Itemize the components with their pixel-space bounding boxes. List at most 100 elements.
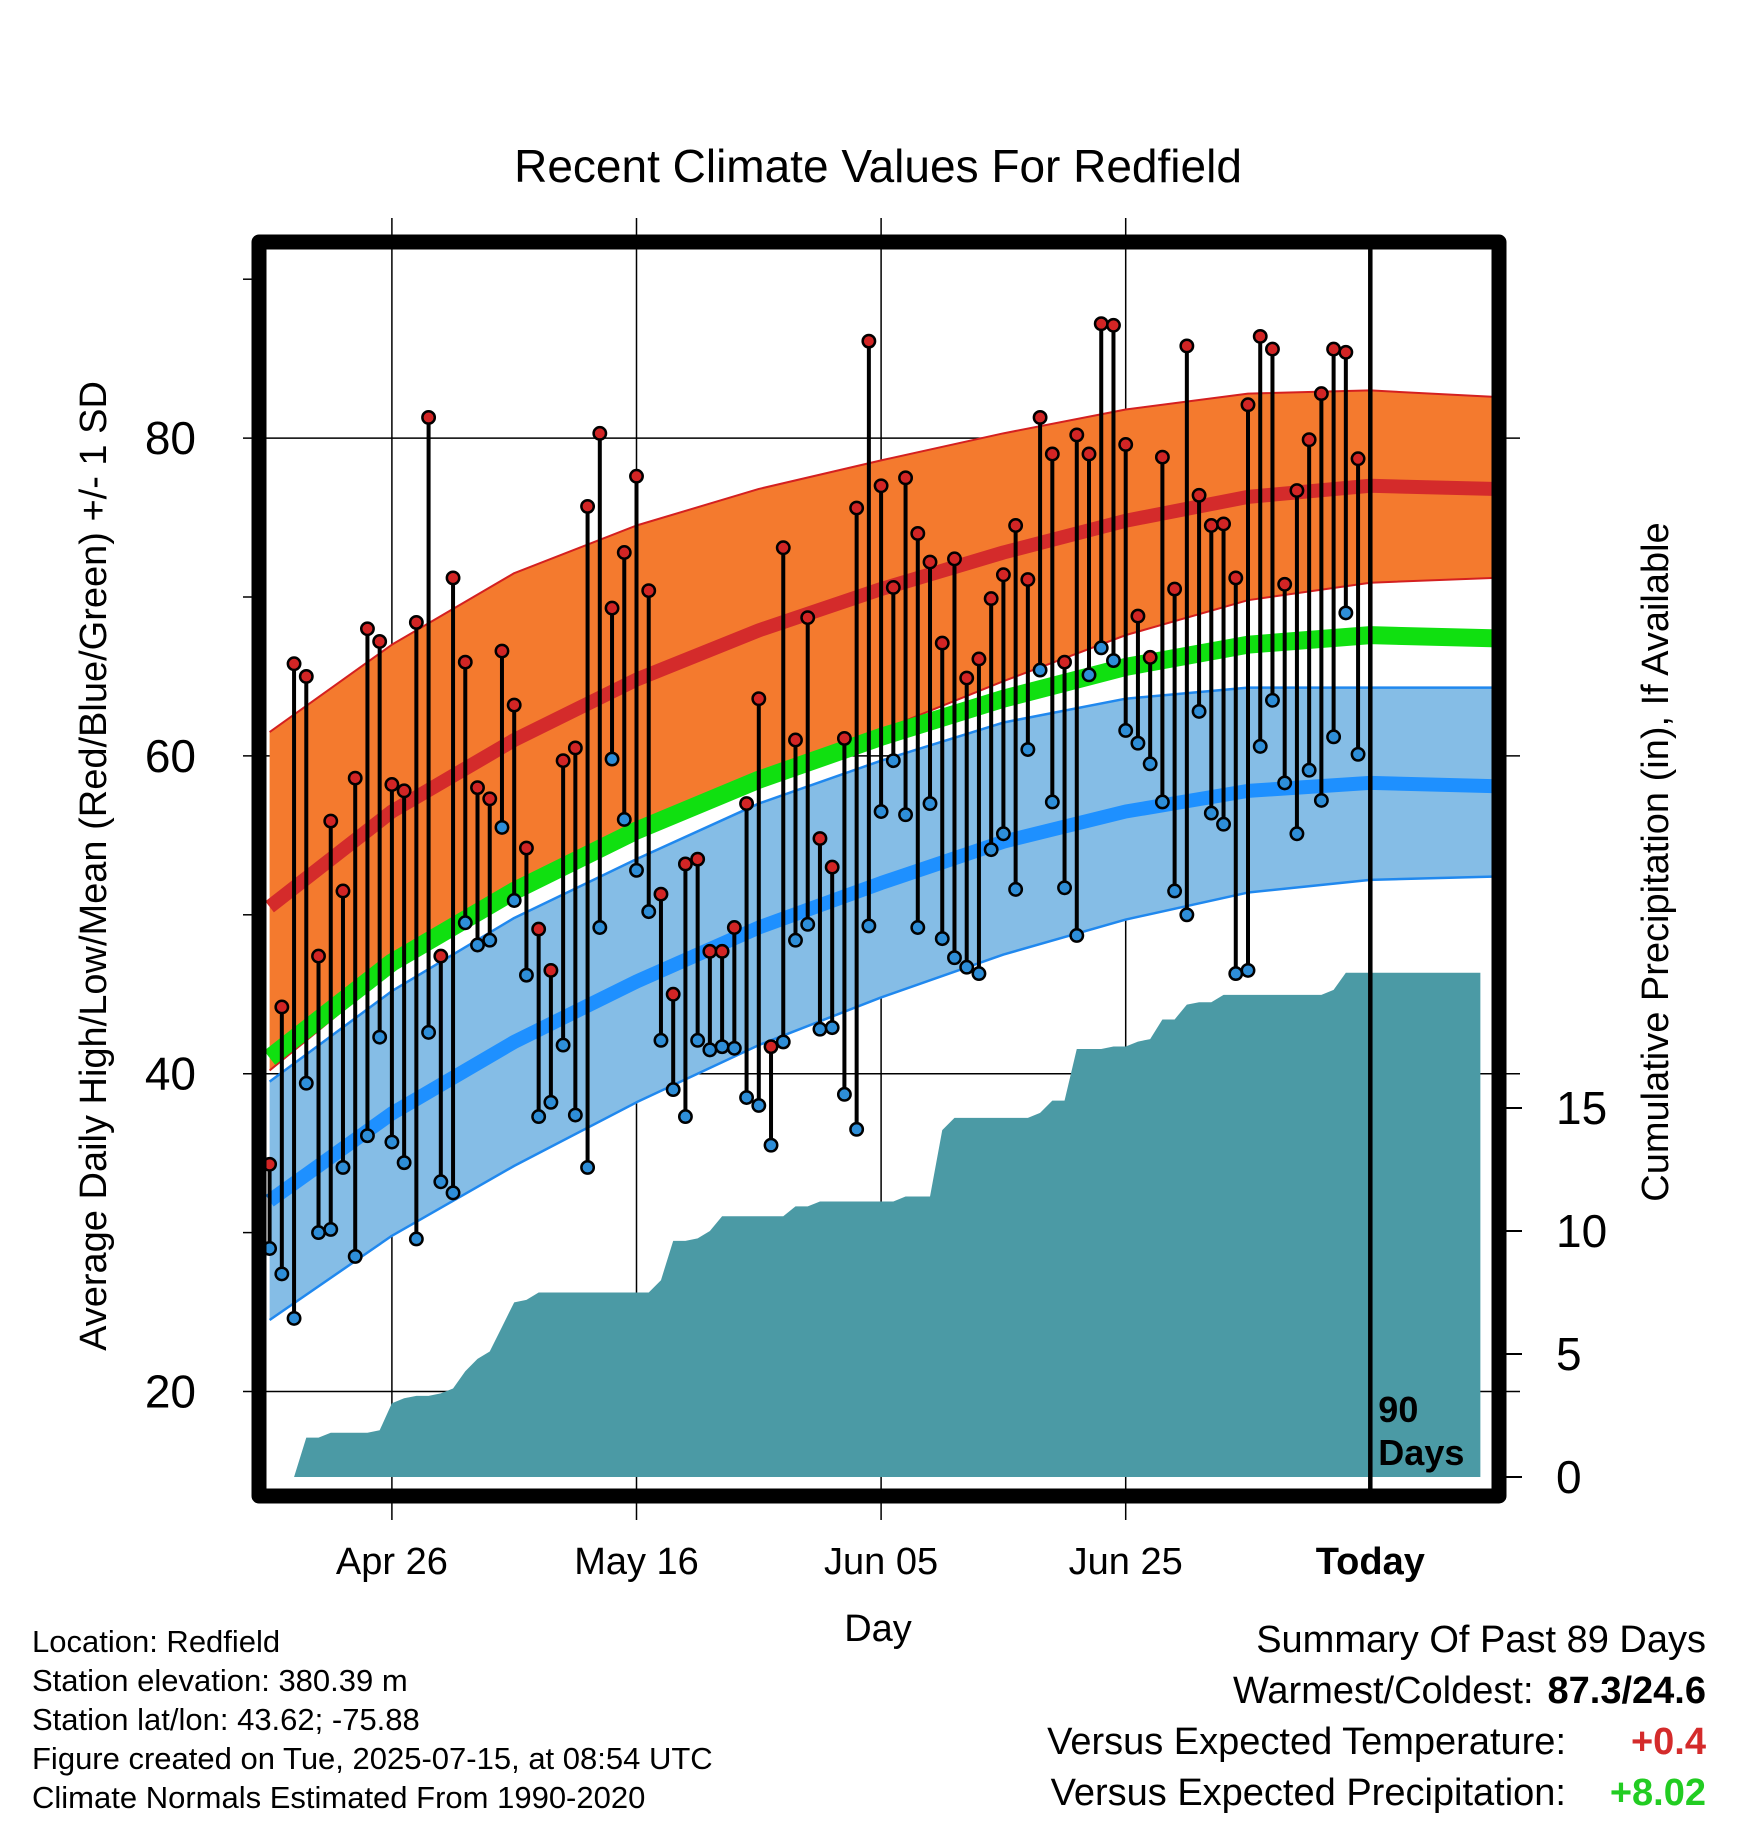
daily-high-point	[836, 730, 852, 746]
today-days-number: 90	[1378, 1389, 1418, 1430]
daily-high-point	[1154, 449, 1170, 465]
daily-high-point	[653, 886, 669, 902]
daily-low-point	[629, 862, 644, 878]
daily-low-point	[812, 1021, 828, 1037]
daily-high-point	[1203, 518, 1219, 533]
daily-high-point	[482, 791, 498, 807]
daily-low-point	[1020, 742, 1036, 757]
daily-low-point	[1216, 816, 1231, 832]
daily-high-point	[922, 554, 938, 570]
daily-high-point	[421, 409, 437, 425]
daily-high-point	[739, 796, 755, 812]
daily-low-point	[445, 1185, 461, 1201]
daily-low-point	[384, 1134, 400, 1150]
daily-high-point	[1069, 427, 1085, 443]
daily-high-point	[408, 614, 424, 630]
daily-low-point	[1106, 653, 1121, 669]
daily-low-point	[1350, 746, 1366, 762]
daily-high-point	[800, 610, 816, 626]
daily-low-point	[616, 812, 632, 827]
daily-high-point	[323, 813, 339, 829]
summary-title: Summary Of Past 89 Days	[1256, 1619, 1706, 1661]
daily-low-point	[824, 1020, 840, 1036]
daily-low-point	[1277, 775, 1293, 791]
daily-low-point	[408, 1231, 424, 1247]
daily-high-point	[959, 670, 975, 686]
daily-high-point	[592, 425, 608, 441]
high-sd-upper-edge	[269, 389, 1492, 733]
precip-area	[269, 972, 1481, 1477]
daily-high-point	[861, 333, 877, 349]
latlon-text: Station lat/lon: 43.62; -75.88	[32, 1702, 420, 1737]
daily-high-point	[298, 669, 314, 684]
cumulative-precip	[269, 972, 1481, 1477]
daily-low-point	[1142, 756, 1158, 772]
daily-high-point	[1130, 608, 1146, 624]
daily-low-point	[910, 920, 926, 935]
daily-low-point	[714, 1039, 730, 1055]
location-text: Location: Redfield	[32, 1624, 281, 1659]
daily-high-point	[677, 856, 693, 872]
daily-high-point	[457, 654, 473, 670]
daily-high-point	[567, 740, 583, 756]
daily-low-point	[885, 753, 901, 769]
normals-text: Climate Normals Estimated From 1990-2020	[32, 1780, 646, 1815]
daily-high-point	[629, 468, 644, 484]
chart-title: Recent Climate Values For Redfield	[514, 140, 1242, 192]
daily-high-point	[995, 567, 1011, 583]
daily-low-point	[506, 893, 522, 908]
y-tick-label-right: 10	[1556, 1205, 1607, 1257]
daily-high-point	[947, 551, 962, 567]
daily-high-point	[1265, 341, 1280, 357]
daily-low-point	[1167, 883, 1183, 899]
daily-low-point	[286, 1310, 302, 1326]
daily-high-point	[384, 777, 400, 792]
y-tick-label-left: 80	[145, 412, 196, 464]
daily-low-point	[1289, 826, 1305, 842]
daily-low-point	[995, 826, 1011, 842]
daily-low-point	[274, 1266, 290, 1282]
daily-low-point	[934, 931, 950, 947]
daily-low-point	[1203, 805, 1219, 821]
daily-high-point	[616, 545, 632, 560]
daily-high-point	[1179, 338, 1195, 354]
daily-high-point	[665, 986, 681, 1002]
daily-high-point	[1032, 409, 1048, 425]
y-tick-label-right: 5	[1556, 1328, 1582, 1380]
daily-high-point	[531, 921, 547, 937]
daily-high-point	[1240, 397, 1256, 413]
daily-low-point	[971, 966, 987, 982]
daily-low-point	[665, 1082, 681, 1098]
daily-high-point	[690, 851, 706, 867]
daily-low-point	[898, 807, 914, 823]
daily-high-point	[372, 634, 388, 649]
daily-high-point	[775, 540, 791, 556]
daily-high-point	[1252, 328, 1268, 344]
daily-low-point	[1301, 762, 1317, 778]
daily-low-point	[470, 937, 485, 953]
daily-low-point	[1130, 735, 1146, 751]
daily-high-point	[311, 948, 326, 964]
daily-low-point	[861, 918, 877, 934]
daily-low-point	[359, 1128, 375, 1144]
daily-low-point	[922, 796, 938, 812]
daily-low-point	[1326, 729, 1342, 745]
daily-high-point	[1044, 446, 1060, 462]
daily-high-point	[359, 621, 375, 637]
daily-high-point	[347, 770, 363, 786]
summary-panel: Summary Of Past 89 Days Warmest/Coldest:…	[1047, 1615, 1706, 1819]
summary-warm-cold: Warmest/Coldest: 87.3/24.6	[1047, 1666, 1706, 1717]
today-days-label: Days	[1378, 1432, 1464, 1473]
daily-high-point	[641, 583, 657, 599]
daily-high-point	[604, 600, 620, 616]
daily-low-point	[849, 1121, 865, 1137]
daily-low-point	[653, 1032, 669, 1048]
daily-high-point	[543, 962, 559, 978]
plot-border	[251, 234, 1507, 1504]
warm-cold-label: Warmest/Coldest:	[1232, 1670, 1534, 1712]
y-axis-label-left: Average Daily High/Low/Mean (Red/Blue/Gr…	[73, 381, 115, 1351]
daily-low-point	[873, 804, 889, 819]
created-text: Figure created on Tue, 2025-07-15, at 08…	[32, 1741, 713, 1776]
daily-high-point	[934, 635, 950, 651]
daily-low-point	[1240, 962, 1256, 978]
